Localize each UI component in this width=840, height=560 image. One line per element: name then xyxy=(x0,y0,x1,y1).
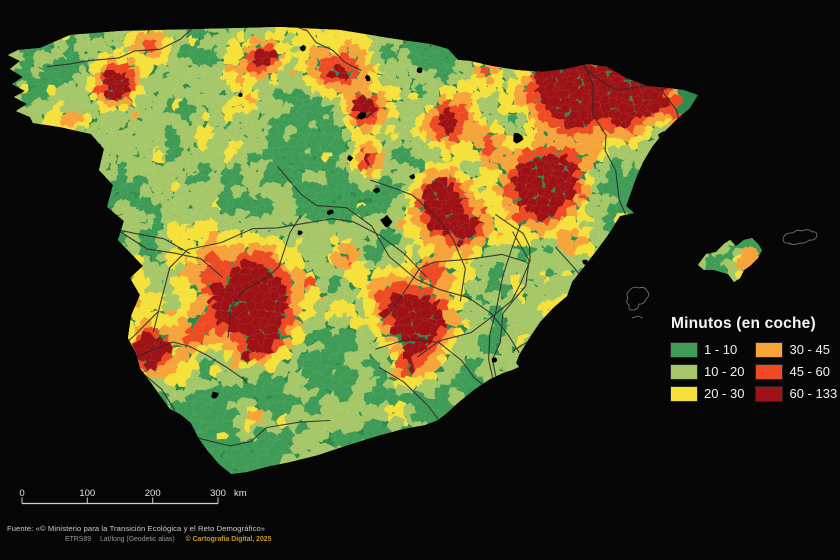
legend-item: 1 - 10 xyxy=(670,341,744,358)
city-patch xyxy=(210,391,219,399)
legend-item-label: 1 - 10 xyxy=(704,342,738,357)
city-patch xyxy=(347,155,354,162)
legend-title: Minutos (en coche) xyxy=(671,315,816,332)
legend-item: 30 - 45 xyxy=(755,341,837,358)
city-patches xyxy=(210,44,667,399)
legend-item: 45 - 60 xyxy=(755,363,837,380)
legend-items: 1 - 10 10 - 20 20 - 30 30 - 45 45 - 60 60 - 1… xyxy=(670,341,838,402)
city-patch xyxy=(357,112,367,120)
city-patch xyxy=(297,230,303,236)
legend-item: 20 - 30 xyxy=(670,385,745,402)
legend-item-label: 45 - 60 xyxy=(789,364,830,379)
city-patch xyxy=(326,209,334,216)
city-patch xyxy=(582,259,588,265)
scalebar-tick-label: 100 xyxy=(79,488,95,499)
ibiza-outline xyxy=(626,286,650,311)
source-attribution: Fuente: «© Ministerio para la Transición… xyxy=(7,524,266,533)
legend-swatch xyxy=(755,385,784,402)
city-patch xyxy=(373,187,381,194)
scalebar-tick-label: 200 xyxy=(145,488,161,499)
legend-item-label: 30 - 45 xyxy=(789,342,830,357)
city-patch xyxy=(380,214,393,228)
source-projection-line: ETRS89 Lat/long (Geodetic alias) © Carto… xyxy=(65,536,271,543)
scale-bar: 0 100 200 300 km xyxy=(12,487,262,516)
legend-item-label: 20 - 30 xyxy=(704,386,745,401)
legend-swatch xyxy=(670,341,698,358)
city-patch xyxy=(364,74,371,82)
city-patch xyxy=(299,44,306,52)
city-patch xyxy=(409,173,416,180)
island-outlines xyxy=(626,229,818,319)
datum-label: ETRS89 xyxy=(65,535,92,543)
city-patch xyxy=(491,357,498,363)
legend-item: 10 - 20 xyxy=(670,363,745,380)
menorca-outline xyxy=(782,229,818,245)
scalebar-tick-label: 300 xyxy=(210,488,226,499)
city-patch xyxy=(513,132,524,144)
map-legend: Minutos (en coche) 1 - 10 10 - 20 20 - 30 3… xyxy=(670,315,838,402)
city-patch xyxy=(416,67,423,74)
legend-swatch xyxy=(670,385,698,402)
scalebar-unit: km xyxy=(234,488,247,499)
projection-label: Lat/long (Geodetic alias) xyxy=(99,535,175,543)
scalebar-tick-label: 0 xyxy=(19,488,24,499)
legend-swatch xyxy=(755,341,784,358)
legend-swatch xyxy=(755,363,784,380)
legend-item: 60 - 133 xyxy=(755,385,838,402)
credit-label: © Cartografía Digital, 2025 xyxy=(185,535,272,543)
city-patch xyxy=(238,92,243,97)
legend-item-label: 60 - 133 xyxy=(789,386,838,401)
source-block: Fuente: «© Ministerio para la Transición… xyxy=(7,524,271,543)
legend-item-label: 10 - 20 xyxy=(704,364,745,379)
legend-swatch xyxy=(670,363,698,380)
municipality-cells xyxy=(8,27,762,474)
formentera-outline xyxy=(631,315,644,319)
